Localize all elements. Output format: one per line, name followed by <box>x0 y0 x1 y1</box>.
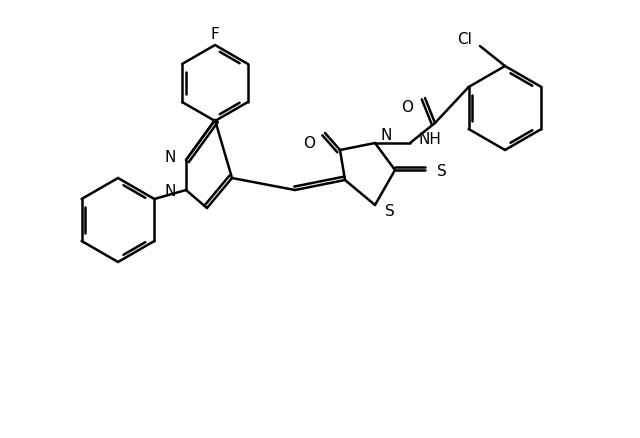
Text: F: F <box>211 26 220 42</box>
Text: Cl: Cl <box>458 32 472 46</box>
Text: S: S <box>385 203 395 218</box>
Text: S: S <box>437 163 447 178</box>
Text: O: O <box>401 99 413 114</box>
Text: N: N <box>164 183 176 198</box>
Text: N: N <box>164 150 176 165</box>
Text: N: N <box>380 128 392 143</box>
Text: O: O <box>303 136 315 151</box>
Text: NH: NH <box>418 131 441 146</box>
